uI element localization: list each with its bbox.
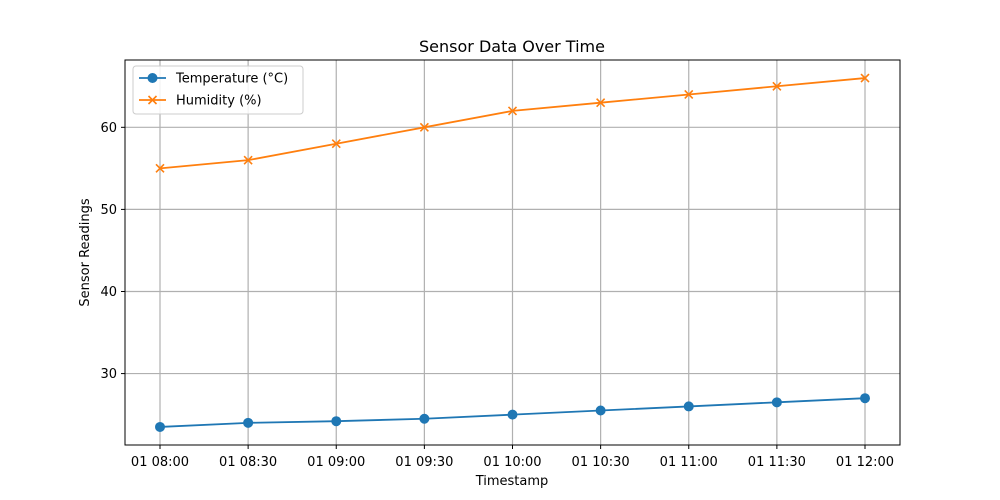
data-point — [147, 95, 158, 105]
y-axis-label: Sensor Readings — [78, 198, 93, 306]
x-axis-label: Timestamp — [475, 474, 549, 489]
series-group — [155, 73, 870, 432]
plot-area-frame — [124, 59, 901, 446]
data-point — [595, 405, 606, 416]
data-point — [860, 393, 870, 404]
data-point — [772, 81, 782, 91]
legend: Temperature (°C) Humidity (%) — [132, 65, 304, 115]
legend-label: Temperature (°C) — [175, 72, 288, 87]
data-point — [507, 409, 518, 420]
data-point — [683, 401, 694, 412]
data-point — [684, 89, 694, 100]
x-tick-label: 01 09:30 — [395, 455, 453, 470]
data-point — [147, 73, 158, 83]
x-tick-label: 01 12:00 — [836, 455, 894, 470]
data-point — [155, 163, 165, 173]
x-tick-label: 01 10:00 — [483, 455, 541, 470]
x-tick-label: 01 11:30 — [748, 455, 806, 470]
legend-label: Humidity (%) — [176, 94, 262, 109]
legend-item: Temperature (°C) — [139, 72, 288, 87]
legend-item: Humidity (%) — [139, 94, 262, 109]
data-point — [331, 139, 341, 149]
data-point — [419, 413, 430, 424]
data-point — [596, 98, 606, 108]
x-tick-label: 01 11:00 — [660, 455, 718, 470]
data-point — [243, 417, 254, 428]
data-point — [331, 416, 342, 427]
data-point — [860, 73, 870, 83]
series-1 — [155, 393, 870, 432]
y-tick-label: 60 — [100, 121, 117, 136]
axis-ticks: 01 08:00 01 08:30 01 09:00 01 09:30 01 10:00… — [100, 121, 894, 470]
data-point — [155, 421, 165, 432]
y-tick-label: 30 — [100, 367, 117, 382]
y-tick-label: 50 — [100, 203, 117, 218]
y-tick-label: 40 — [100, 285, 117, 300]
series-2 — [155, 73, 870, 173]
grid-lines — [125, 60, 900, 445]
legend-box — [132, 65, 304, 115]
data-point — [771, 397, 782, 408]
x-tick-label: 01 08:00 — [131, 455, 189, 470]
data-point — [507, 106, 518, 116]
x-tick-label: 01 08:30 — [219, 455, 277, 470]
data-point — [243, 155, 253, 165]
x-tick-label: 01 09:00 — [307, 455, 365, 470]
data-point — [419, 122, 429, 132]
chart-title: Sensor Data Over Time — [419, 37, 605, 56]
x-tick-label: 01 10:30 — [572, 455, 630, 470]
